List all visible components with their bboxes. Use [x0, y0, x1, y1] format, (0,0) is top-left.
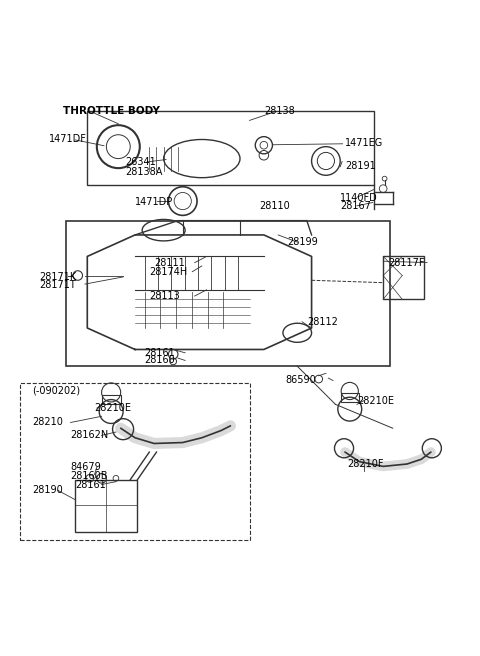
Text: 28161: 28161 [144, 348, 175, 358]
Bar [21, 383, 250, 541]
Text: 1471DF: 1471DF [49, 134, 87, 144]
Bar [66, 220, 390, 366]
Text: 28191: 28191 [345, 161, 376, 171]
Text: 1140FD: 1140FD [340, 193, 378, 203]
Text: 28210E: 28210E [357, 396, 394, 405]
Text: 28112: 28112 [307, 317, 338, 327]
Bar [102, 395, 120, 404]
Text: 1471DP: 1471DP [135, 197, 173, 207]
Text: 1471EG: 1471EG [345, 138, 383, 148]
Text: 28190: 28190 [33, 485, 63, 495]
Text: 28171T: 28171T [39, 280, 76, 290]
Text: 28117F: 28117F [388, 258, 424, 268]
Text: 28138A: 28138A [125, 167, 163, 177]
Text: 28210: 28210 [33, 417, 63, 428]
Text: 28174H: 28174H [149, 267, 188, 277]
Text: 28160B: 28160B [71, 471, 108, 481]
Text: 28138: 28138 [264, 106, 295, 116]
Text: 28171K: 28171K [39, 272, 77, 282]
Text: 28162N: 28162N [71, 430, 109, 440]
Text: (-090202): (-090202) [33, 385, 81, 395]
Bar [383, 256, 424, 299]
Text: 28113: 28113 [149, 291, 180, 301]
Text: 28160: 28160 [144, 356, 175, 365]
Text: 28111: 28111 [154, 258, 185, 268]
Text: 84679: 84679 [71, 462, 101, 472]
Text: 28210F: 28210F [348, 459, 384, 469]
Text: 86590: 86590 [285, 375, 316, 386]
Bar [75, 480, 137, 532]
Text: 26341: 26341 [125, 157, 156, 167]
Text: 28110: 28110 [259, 201, 290, 211]
Bar [341, 394, 359, 402]
Text: 28210E: 28210E [95, 403, 132, 413]
Text: 28161: 28161 [75, 480, 106, 489]
Text: 28199: 28199 [288, 237, 318, 247]
Text: THROTTLE BODY: THROTTLE BODY [63, 106, 160, 116]
Bar [87, 111, 373, 185]
Text: 28167: 28167 [340, 201, 371, 211]
